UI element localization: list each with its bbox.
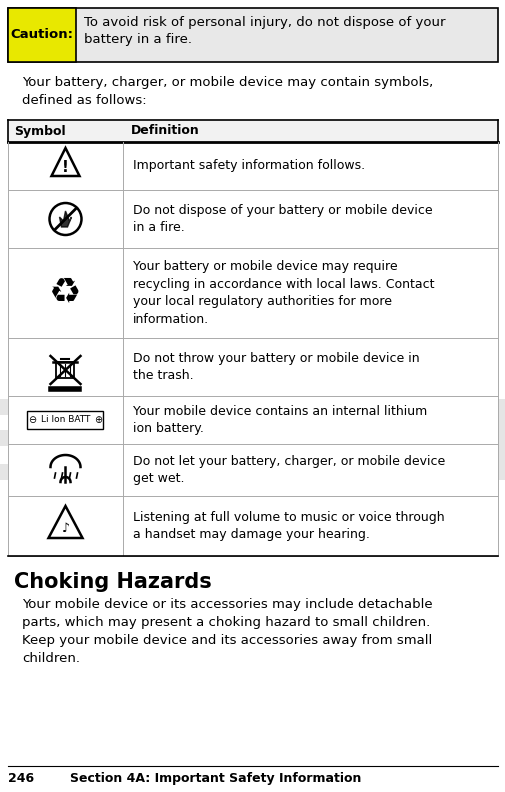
Text: Your mobile device or its accessories may include detachable
parts, which may pr: Your mobile device or its accessories ma… bbox=[22, 598, 432, 665]
Bar bbox=[57, 362, 74, 378]
Text: Do not let your battery, charger, or mobile device
get wet.: Do not let your battery, charger, or mob… bbox=[133, 455, 444, 485]
Text: Li Ion BATT: Li Ion BATT bbox=[41, 416, 90, 425]
Text: Listening at full volume to music or voice through
a handset may damage your hea: Listening at full volume to music or voi… bbox=[133, 511, 444, 541]
Text: Symbol: Symbol bbox=[14, 124, 66, 138]
Text: Section 4A: Important Safety Information: Section 4A: Important Safety Information bbox=[70, 772, 361, 785]
Bar bbox=[8, 190, 497, 248]
Text: Choking Hazards: Choking Hazards bbox=[14, 572, 211, 592]
Bar bbox=[8, 338, 497, 396]
Text: ♻: ♻ bbox=[49, 276, 81, 310]
Text: Your battery or mobile device may require
recycling in accordance with local law: Your battery or mobile device may requir… bbox=[133, 261, 434, 326]
Text: ⊖: ⊖ bbox=[28, 415, 36, 425]
Text: Your battery, charger, or mobile device may contain symbols,
defined as follows:: Your battery, charger, or mobile device … bbox=[22, 76, 432, 107]
Bar bbox=[8, 8, 76, 62]
Text: Caution:: Caution: bbox=[11, 29, 73, 41]
Bar bbox=[8, 142, 497, 190]
Bar bbox=[8, 496, 497, 556]
Bar bbox=[8, 444, 497, 496]
Bar bbox=[27, 411, 104, 429]
Bar bbox=[8, 396, 497, 444]
Text: Important safety information follows.: Important safety information follows. bbox=[133, 159, 365, 173]
Bar bbox=[8, 8, 497, 62]
Text: 246: 246 bbox=[8, 772, 34, 785]
Text: Definition: Definition bbox=[131, 124, 199, 138]
Bar bbox=[8, 248, 497, 338]
Polygon shape bbox=[60, 211, 71, 227]
Text: Do not dispose of your battery or mobile device
in a fire.: Do not dispose of your battery or mobile… bbox=[133, 204, 432, 234]
Text: !: ! bbox=[62, 161, 69, 176]
Text: Your mobile device contains an internal lithium
ion battery.: Your mobile device contains an internal … bbox=[133, 405, 426, 436]
Bar bbox=[8, 120, 497, 142]
Text: Do not throw your battery or mobile device in
the trash.: Do not throw your battery or mobile devi… bbox=[133, 352, 419, 383]
Text: ⊕: ⊕ bbox=[94, 415, 103, 425]
Text: ♪: ♪ bbox=[62, 521, 69, 535]
Text: To avoid risk of personal injury, do not dispose of your
battery in a fire.: To avoid risk of personal injury, do not… bbox=[84, 16, 444, 47]
Text: BETA DRAFT: BETA DRAFT bbox=[0, 397, 505, 504]
